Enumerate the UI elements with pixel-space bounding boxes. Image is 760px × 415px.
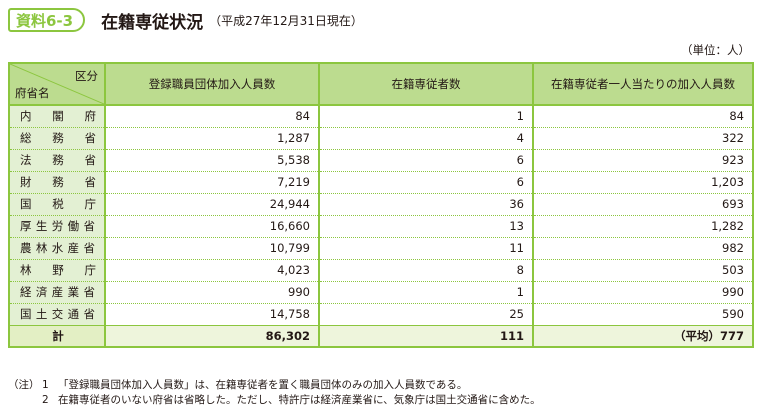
ministry-name: 林野庁: [8, 259, 106, 282]
unit-label: （単位：人）: [681, 43, 750, 57]
full-time-value: 8: [318, 259, 534, 282]
full-time-value: 6: [318, 171, 534, 194]
per-person-value: 503: [532, 259, 754, 282]
table-row: 財務省 7,219 6 1,203: [8, 171, 754, 194]
ministry-name: 法務省: [8, 149, 106, 172]
table-row: 法務省 5,538 6 923: [8, 149, 754, 172]
per-person-value: 1,282: [532, 215, 754, 238]
table-header-row: 区分 府省名 登録職員団体加入人員数 在籍専従者数 在籍専従者一人当たりの加入人…: [8, 62, 754, 106]
full-time-value: 1: [318, 105, 534, 128]
table-row: 厚生労働省 16,660 13 1,282: [8, 215, 754, 238]
table-body: 内閣府 84 1 84 総務省 1,287 4 322 法務省 5,538 6 …: [8, 105, 754, 348]
footnotes: （注） 1 「登録職員団体加入人員数」は、在籍専従者を置く職員団体のみの加入人員…: [8, 378, 541, 408]
per-person-value: 590: [532, 303, 754, 326]
table-row: 林野庁 4,023 8 503: [8, 259, 754, 282]
total-label: 計: [8, 324, 106, 348]
footnote-2: 2 在籍専従者のいない府省は省略した。ただし、特許庁は経済産業省に、気象庁は国土…: [8, 393, 541, 408]
full-time-value: 36: [318, 193, 534, 216]
per-person-value: 923: [532, 149, 754, 172]
full-time-value: 11: [318, 237, 534, 260]
table-row: 農林水産省 10,799 11 982: [8, 237, 754, 260]
corner-header-cell: 区分 府省名: [8, 62, 106, 106]
ministry-name: 厚生労働省: [8, 215, 106, 238]
ministry-name: 国土交通省: [8, 303, 106, 326]
full-time-value: 6: [318, 149, 534, 172]
table-row: 内閣府 84 1 84: [8, 105, 754, 128]
diagonal-line-icon: [10, 64, 104, 104]
per-person-value: 990: [532, 281, 754, 304]
members-value: 5,538: [104, 149, 320, 172]
per-person-value: 982: [532, 237, 754, 260]
members-value: 7,219: [104, 171, 320, 194]
footnote-number: 1: [42, 379, 49, 391]
per-person-value: 322: [532, 127, 754, 150]
full-time-value: 25: [318, 303, 534, 326]
total-full-time-value: 111: [318, 324, 534, 348]
ministry-name: 財務省: [8, 171, 106, 194]
members-value: 84: [104, 105, 320, 128]
total-members-value: 86,302: [104, 324, 320, 348]
average-per-person-value: （平均）777: [532, 324, 754, 348]
members-value: 24,944: [104, 193, 320, 216]
per-person-value: 84: [532, 105, 754, 128]
page-subtitle: （平成27年12月31日現在）: [209, 13, 363, 28]
per-person-value: 693: [532, 193, 754, 216]
members-value: 14,758: [104, 303, 320, 326]
ministry-name: 経済産業省: [8, 281, 106, 304]
corner-label-category: 区分: [75, 69, 98, 83]
title-bar: 資料6-3 在籍専従状況 （平成27年12月31日現在）: [8, 8, 363, 33]
members-value: 4,023: [104, 259, 320, 282]
ministry-name: 国税庁: [8, 193, 106, 216]
per-person-value: 1,203: [532, 171, 754, 194]
table-row: 国土交通省 14,758 25 590: [8, 303, 754, 326]
page-title: 在籍専従状況: [101, 12, 204, 33]
footnote-text: 在籍専従者のいない府省は省略した。ただし、特許庁は経済産業省に、気象庁は国土交通…: [58, 394, 541, 406]
column-header-per-person: 在籍専従者一人当たりの加入人員数: [532, 62, 754, 106]
footnote-lead: （注）: [8, 379, 40, 391]
document-badge: 資料6-3: [8, 8, 86, 32]
table-row: 国税庁 24,944 36 693: [8, 193, 754, 216]
full-time-value: 1: [318, 281, 534, 304]
ministry-name: 総務省: [8, 127, 106, 150]
ministry-name: 農林水産省: [8, 237, 106, 260]
members-value: 1,287: [104, 127, 320, 150]
total-row: 計 86,302 111 （平均）777: [8, 324, 754, 348]
members-value: 990: [104, 281, 320, 304]
full-time-value: 13: [318, 215, 534, 238]
members-value: 10,799: [104, 237, 320, 260]
footnote-text: 「登録職員団体加入人員数」は、在籍専従者を置く職員団体のみの加入人員数である。: [58, 379, 468, 391]
ministry-name: 内閣府: [8, 105, 106, 128]
full-time-value: 4: [318, 127, 534, 150]
corner-label-ministry: 府省名: [15, 86, 50, 100]
footnote-lead-spacer: [8, 393, 42, 408]
table-row: 総務省 1,287 4 322: [8, 127, 754, 150]
footnote-number: 2: [42, 394, 49, 406]
members-value: 16,660: [104, 215, 320, 238]
footnote-1: （注） 1 「登録職員団体加入人員数」は、在籍専従者を置く職員団体のみの加入人員…: [8, 378, 541, 393]
data-table: 区分 府省名 登録職員団体加入人員数 在籍専従者数 在籍専従者一人当たりの加入人…: [8, 62, 754, 348]
column-header-members: 登録職員団体加入人員数: [104, 62, 320, 106]
column-header-full-time: 在籍専従者数: [318, 62, 534, 106]
table-row: 経済産業省 990 1 990: [8, 281, 754, 304]
